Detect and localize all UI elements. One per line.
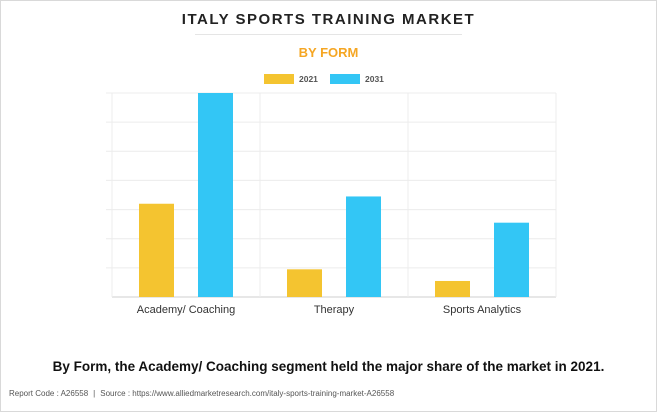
bar-2031-sports-analytics[interactable]: [494, 222, 529, 297]
chart-title: ITALY SPORTS TRAINING MARKET: [181, 11, 476, 28]
bar-2031-academy-coaching[interactable]: [198, 93, 233, 297]
chart-caption: By Form, the Academy/ Coaching segment h…: [52, 359, 605, 374]
bar-2021-academy-coaching[interactable]: [139, 203, 174, 297]
legend-item-2031[interactable]: 2031: [330, 73, 384, 85]
legend-swatch-2021: [264, 74, 294, 84]
bar-2021-therapy[interactable]: [287, 269, 322, 297]
legend: 2021 2031: [0, 73, 657, 87]
footer: Report Code : A26558 | Source : https://ww…: [9, 389, 394, 398]
x-tick-label: Therapy: [314, 304, 355, 316]
x-tick-label: Academy/ Coaching: [137, 304, 235, 316]
source-link[interactable]: Source : https://www.alliedmarketresearc…: [100, 389, 395, 398]
x-tick-label: Sports Analytics: [443, 304, 522, 316]
legend-item-2021[interactable]: 2021: [264, 73, 318, 85]
footer-separator: |: [93, 389, 96, 398]
bar-2031-therapy[interactable]: [346, 196, 381, 297]
title-divider: [195, 34, 462, 35]
bars: [139, 93, 529, 297]
chart-subtitle: BY FORM: [298, 45, 359, 60]
report-code: Report Code : A26558: [9, 389, 89, 398]
legend-label-2021: 2021: [299, 74, 318, 84]
legend-label-2031: 2031: [365, 74, 384, 84]
gridlines: [106, 92, 557, 298]
bar-2021-sports-analytics[interactable]: [435, 280, 470, 297]
x-axis-labels: Academy/ Coaching Therapy Sports Analytics: [137, 304, 522, 316]
legend-swatch-2031: [330, 74, 360, 84]
